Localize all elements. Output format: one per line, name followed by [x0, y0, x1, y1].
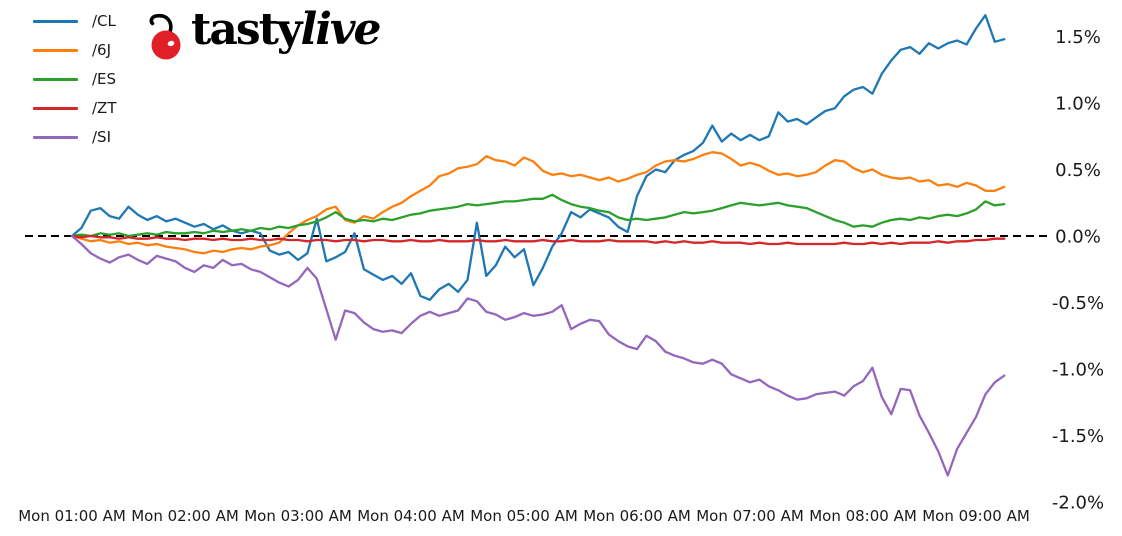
legend-label-cl: /CL [92, 12, 116, 30]
cherry-icon [149, 13, 181, 60]
series-line-es [70, 193, 1006, 238]
legend-item-cl[interactable]: /CL [33, 7, 117, 36]
6j-line-swatch [33, 49, 78, 52]
x-tick-label: Mon 09:00 AM [922, 507, 1030, 525]
cl-line-swatch [33, 20, 78, 23]
brand-suffix: live [300, 4, 382, 55]
x-tick-label: Mon 05:00 AM [470, 507, 578, 525]
y-tick-label: 0.5% [1055, 160, 1101, 181]
x-tick-label: Mon 04:00 AM [357, 507, 465, 525]
cherry-highlight [167, 40, 175, 47]
zt-line-swatch [33, 107, 78, 110]
legend-item-zt[interactable]: /ZT [33, 94, 117, 123]
y-tick-label: -1.5% [1052, 426, 1104, 447]
legend-item-es[interactable]: /ES [33, 65, 117, 94]
legend-item-6j[interactable]: /6J [33, 36, 117, 65]
x-tick-label: Mon 08:00 AM [809, 507, 917, 525]
legend-label-es: /ES [92, 70, 117, 88]
es-line-swatch [33, 78, 78, 81]
legend-label-6j: /6J [92, 41, 112, 59]
chart-legend: /CL /6J /ES /ZT /SI [33, 7, 117, 152]
series-line-si [70, 234, 1006, 477]
x-tick-label: Mon 01:00 AM [18, 507, 126, 525]
series-line-cl [70, 14, 1006, 301]
x-tick-label: Mon 03:00 AM [244, 507, 352, 525]
tastylive-logo: tastylive [141, 4, 382, 62]
cherry-stem [149, 13, 173, 34]
cherry-body [151, 30, 181, 60]
si-line-swatch [33, 136, 78, 139]
series-line-zt [70, 234, 1006, 246]
legend-label-zt: /ZT [92, 99, 117, 117]
x-tick-label: Mon 02:00 AM [131, 507, 239, 525]
y-tick-label: 1.5% [1055, 27, 1101, 48]
y-tick-label: -0.5% [1052, 293, 1104, 314]
brand-wordmark: tastylive [191, 4, 382, 55]
y-tick-label: 0.0% [1055, 227, 1101, 248]
brand-prefix: tasty [191, 4, 302, 55]
x-tick-label: Mon 06:00 AM [583, 507, 691, 525]
y-tick-label: 1.0% [1055, 94, 1101, 115]
legend-item-si[interactable]: /SI [33, 123, 117, 152]
y-tick-label: -2.0% [1052, 493, 1104, 514]
series-line-6j [70, 151, 1006, 255]
legend-label-si: /SI [92, 128, 111, 146]
y-tick-label: -1.0% [1052, 360, 1104, 381]
x-tick-label: Mon 07:00 AM [696, 507, 804, 525]
